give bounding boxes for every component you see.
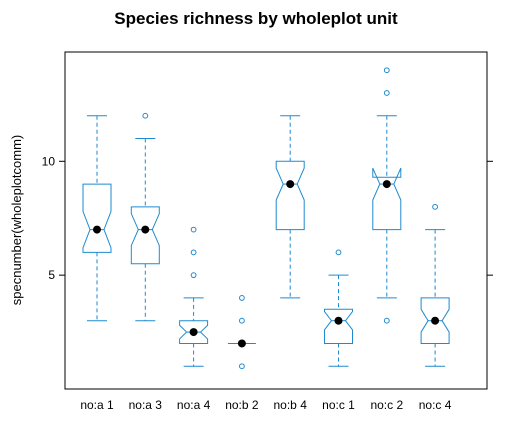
median-point [93, 226, 101, 234]
median-point [238, 339, 246, 347]
median-point [190, 328, 198, 336]
plot-marks: 5 10 no:a 1 no:a 3 no:a 4 no:b 2 no:b 4 no:c 1 n… [42, 68, 493, 412]
box-body [131, 207, 159, 264]
outlier-point [384, 68, 389, 73]
outlier-point [240, 296, 245, 301]
outlier-point [240, 364, 245, 369]
x-tick-label: no:c 1 [322, 398, 355, 412]
box-3 [180, 227, 208, 366]
outlier-point [191, 273, 196, 278]
box-7 [373, 68, 401, 323]
median-point [431, 317, 439, 325]
box-body [83, 184, 111, 252]
y-axis-label: specnumber(wholeplotcomm) [9, 135, 24, 306]
box-body [373, 168, 401, 229]
outlier-point [240, 318, 245, 323]
outlier-point [384, 318, 389, 323]
outlier-point [384, 91, 389, 96]
median-point [141, 226, 149, 234]
box-8 [421, 204, 449, 366]
x-tick-label: no:b 2 [225, 398, 259, 412]
box-1 [83, 116, 111, 321]
median-point [335, 317, 343, 325]
x-tick-label: no:a 3 [129, 398, 163, 412]
outlier-point [143, 113, 148, 118]
outlier-point [191, 227, 196, 232]
x-tick-label: no:c 2 [370, 398, 403, 412]
outlier-point [336, 250, 341, 255]
box-6 [325, 250, 353, 366]
median-point [383, 180, 391, 188]
x-tick-label: no:c 4 [419, 398, 452, 412]
box-body [325, 309, 353, 343]
y-tick-label: 5 [48, 268, 55, 282]
chart-title: Species richness by wholeplot unit [114, 9, 398, 28]
outlier-point [433, 204, 438, 209]
outlier-point [191, 250, 196, 255]
x-tick-label: no:a 4 [177, 398, 211, 412]
x-tick-label: no:b 4 [274, 398, 308, 412]
median-point [286, 180, 294, 188]
box-body [276, 161, 304, 229]
x-tick-label: no:a 1 [80, 398, 114, 412]
box-4 [228, 296, 256, 369]
box-5 [276, 116, 304, 298]
y-tick-label: 10 [42, 154, 56, 168]
box-2 [131, 113, 159, 320]
